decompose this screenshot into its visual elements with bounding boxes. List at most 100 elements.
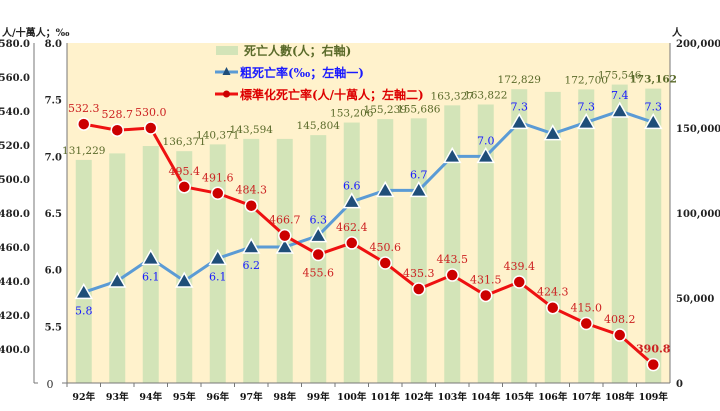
x-axis-label: 94年 (139, 391, 162, 403)
x-axis-label: 96年 (206, 391, 229, 403)
circle-marker-icon (278, 228, 292, 243)
bar-value-label: 136,371 (163, 136, 206, 148)
bar-value-label: 163,327 (431, 90, 474, 102)
x-axis-label: 105年 (505, 391, 535, 403)
standardized-rate-label: 450.6 (370, 241, 402, 254)
circle-marker-icon (110, 123, 124, 137)
zero-box (38, 374, 62, 394)
x-axis-label: 109年 (639, 391, 669, 403)
bar (276, 138, 293, 383)
crude-rate-label: 7.3 (511, 100, 529, 113)
bar (611, 84, 628, 383)
crude-rate-label: 7.4 (611, 89, 629, 102)
triangle-marker-icon (308, 226, 328, 243)
left-axis1-tick: 7.0 (45, 152, 62, 163)
triangle-marker-icon (409, 180, 429, 198)
left-axis2-tick: 420.0 (0, 311, 30, 322)
left-axis-unit: 人/十萬人；‰ (2, 26, 70, 39)
triangle-marker-icon (275, 237, 295, 254)
x-axis-label: 95年 (173, 391, 196, 403)
crude-rate-label: 7.3 (578, 100, 596, 113)
left-axis2-tick: 540.0 (0, 107, 30, 118)
left-axis2-tick: 560.0 (0, 73, 30, 84)
circle-marker-icon (579, 316, 593, 331)
left-axis2-tick: 460.0 (0, 243, 30, 254)
left-axis2-tick: 520.0 (0, 141, 30, 152)
triangle-marker-icon (576, 112, 596, 130)
bar-value-label: 155,686 (397, 103, 441, 115)
standardized-rate-label: 462.4 (336, 221, 368, 234)
standardized-rate-label: 466.7 (269, 214, 301, 227)
circle-marker-icon (613, 328, 627, 342)
left-axis1-tick: 6.0 (45, 266, 62, 277)
bar (645, 88, 662, 383)
crude-rate-label: 7.3 (645, 100, 663, 113)
standardized-rate-label: 443.5 (437, 253, 469, 266)
crude-rate-label: 7.0 (477, 134, 495, 147)
triangle-marker-icon (342, 192, 362, 209)
bar-series-deaths (75, 84, 662, 384)
triangle-marker-icon (442, 146, 462, 164)
bar-value-label: 155,239 (364, 104, 407, 116)
line-series-standardized-rate (77, 117, 660, 372)
x-axis-label: 104年 (471, 391, 501, 403)
left-axis1-tick: 5.5 (45, 322, 62, 333)
bar (176, 151, 193, 383)
bar-value-label: 175,546 (598, 70, 642, 82)
circle-marker-icon (412, 282, 426, 296)
legend-circle-icon (223, 90, 230, 98)
triangle-marker-icon (509, 112, 529, 130)
standardized-rate-label: 390.8 (636, 343, 671, 356)
plot-background (67, 43, 670, 383)
left-axis2-tick: 400.0 (0, 345, 30, 356)
bar-value-label: 143,594 (230, 124, 274, 136)
triangle-marker-icon (141, 248, 161, 266)
x-axis-label: 103年 (438, 391, 468, 403)
x-axis-label: 106年 (538, 391, 568, 403)
standardized-rate-label: 484.3 (236, 184, 268, 197)
bar (377, 119, 394, 384)
circle-marker-icon (144, 121, 158, 135)
x-axis-label: 92年 (72, 391, 95, 403)
standardized-rate-label: 532.3 (68, 102, 100, 115)
bar-value-label: 163,822 (464, 90, 507, 102)
standardized-rate-label: 431.5 (470, 273, 502, 286)
right-axis-unit: 人 (672, 26, 683, 39)
crude-rate-label: 6.3 (310, 214, 328, 227)
standardized-rate-label: 528.7 (102, 108, 134, 121)
bar (511, 89, 528, 383)
x-axis-label: 97年 (240, 391, 263, 403)
left-axis2-tick: 480.0 (0, 209, 30, 220)
x-axis-label: 100年 (337, 391, 367, 403)
standardized-rate-label: 491.6 (202, 171, 234, 184)
right-axis-tick: 100,000 (676, 209, 720, 220)
triangle-marker-icon (643, 112, 663, 130)
left-axis1-tick: 8.0 (45, 39, 62, 50)
circle-marker-icon (445, 268, 459, 282)
standardized-rate-label: 439.4 (504, 260, 536, 273)
crude-rate-line (83, 109, 654, 294)
crude-rate-label: 6.2 (243, 259, 261, 272)
triangle-marker-icon (174, 271, 194, 288)
bar (410, 118, 427, 383)
left-axis2-tick: 500.0 (0, 175, 30, 186)
crude-rate-label: 6.7 (410, 168, 428, 181)
bar (109, 153, 126, 383)
standardized-rate-label: 435.3 (403, 267, 435, 280)
circle-marker-icon (646, 357, 660, 372)
left-axis1-tick: 7.5 (45, 96, 62, 107)
left-axis2-tick: 580.0 (0, 39, 30, 50)
circle-marker-icon (512, 275, 526, 289)
right-axis-tick: 0 (676, 379, 683, 390)
right-axis-tick: 200,000 (676, 39, 720, 50)
line-series-crude-rate (74, 101, 663, 300)
x-axis-label: 102年 (404, 391, 434, 403)
triangle-marker-icon (107, 271, 127, 288)
bar-value-label: 153,206 (330, 108, 374, 120)
bar-value-label: 145,804 (297, 120, 341, 132)
triangle-marker-icon (610, 101, 630, 118)
circle-marker-icon (244, 198, 258, 213)
standardized-rate-label: 415.0 (571, 302, 603, 315)
